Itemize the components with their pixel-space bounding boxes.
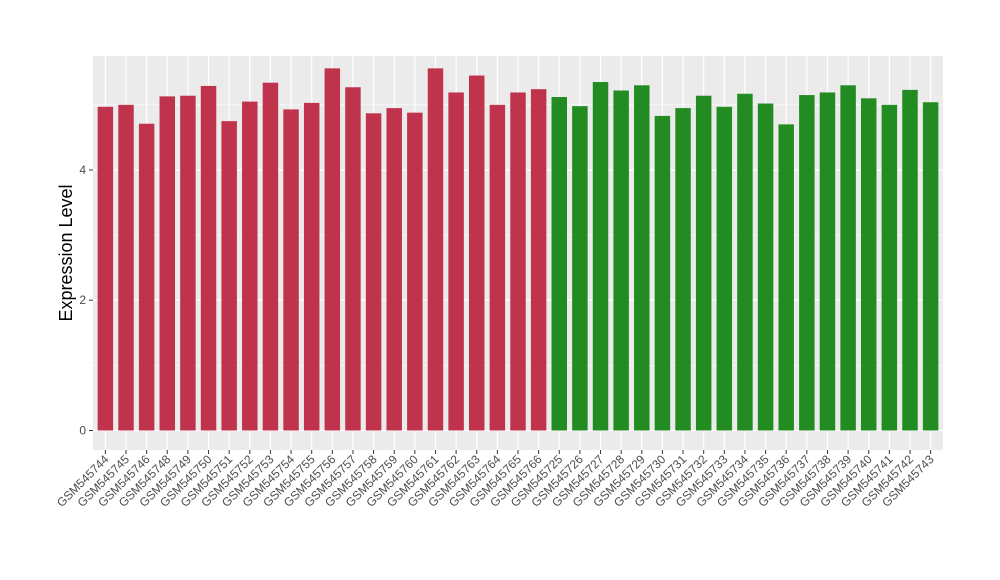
bar-GSM545764 (489, 104, 506, 431)
bar-GSM545748 (159, 96, 176, 431)
bar-GSM545743 (922, 102, 939, 431)
bar-GSM545757 (345, 87, 361, 431)
bar-GSM545725 (551, 97, 567, 431)
bar-GSM545746 (138, 123, 155, 431)
bar-GSM545763 (469, 75, 485, 431)
bar-GSM545754 (283, 109, 299, 431)
y-tick-label: 4 (79, 163, 86, 177)
bar-GSM545756 (324, 68, 341, 431)
bars-group (97, 68, 939, 431)
bar-GSM545745 (118, 104, 134, 431)
bar-GSM545751 (221, 121, 237, 431)
bar-GSM545766 (530, 89, 547, 431)
y-axis-title: Expression Level (56, 184, 76, 321)
y-axis: 0 2 4 (79, 163, 93, 437)
bar-GSM545744 (97, 106, 114, 431)
bar-GSM545755 (303, 102, 320, 431)
bar-GSM545732 (695, 95, 712, 431)
bar-GSM545752 (242, 101, 258, 431)
bar-GSM545741 (881, 104, 898, 431)
bar-GSM545728 (613, 90, 629, 431)
bar-GSM545730 (654, 115, 671, 431)
bar-GSM545740 (860, 98, 877, 431)
x-axis: GSM545744GSM545745GSM545746GSM545748GSM5… (54, 450, 937, 510)
bar-GSM545735 (757, 103, 774, 431)
bar-GSM545761 (427, 68, 444, 431)
y-tick-label: 0 (79, 423, 86, 437)
bar-GSM545749 (180, 95, 196, 431)
bar-GSM545750 (200, 85, 217, 431)
bar-GSM545753 (262, 82, 279, 431)
y-tick-label: 2 (79, 293, 86, 307)
bar-GSM545739 (840, 85, 856, 431)
bar-GSM545738 (819, 92, 836, 431)
bar-GSM545765 (510, 92, 526, 431)
bar-GSM545736 (778, 124, 794, 431)
bar-GSM545731 (675, 108, 691, 431)
bar-GSM545762 (448, 92, 464, 431)
bar-GSM545734 (737, 93, 753, 431)
bar-GSM545737 (799, 95, 815, 431)
bar-GSM545760 (407, 112, 423, 431)
bar-GSM545758 (365, 113, 382, 431)
bar-GSM545729 (634, 85, 650, 431)
bar-GSM545733 (716, 106, 733, 431)
bar-GSM545742 (902, 89, 918, 431)
bar-GSM545726 (572, 106, 588, 431)
bar-GSM545727 (592, 82, 609, 431)
bar-GSM545759 (386, 108, 402, 431)
